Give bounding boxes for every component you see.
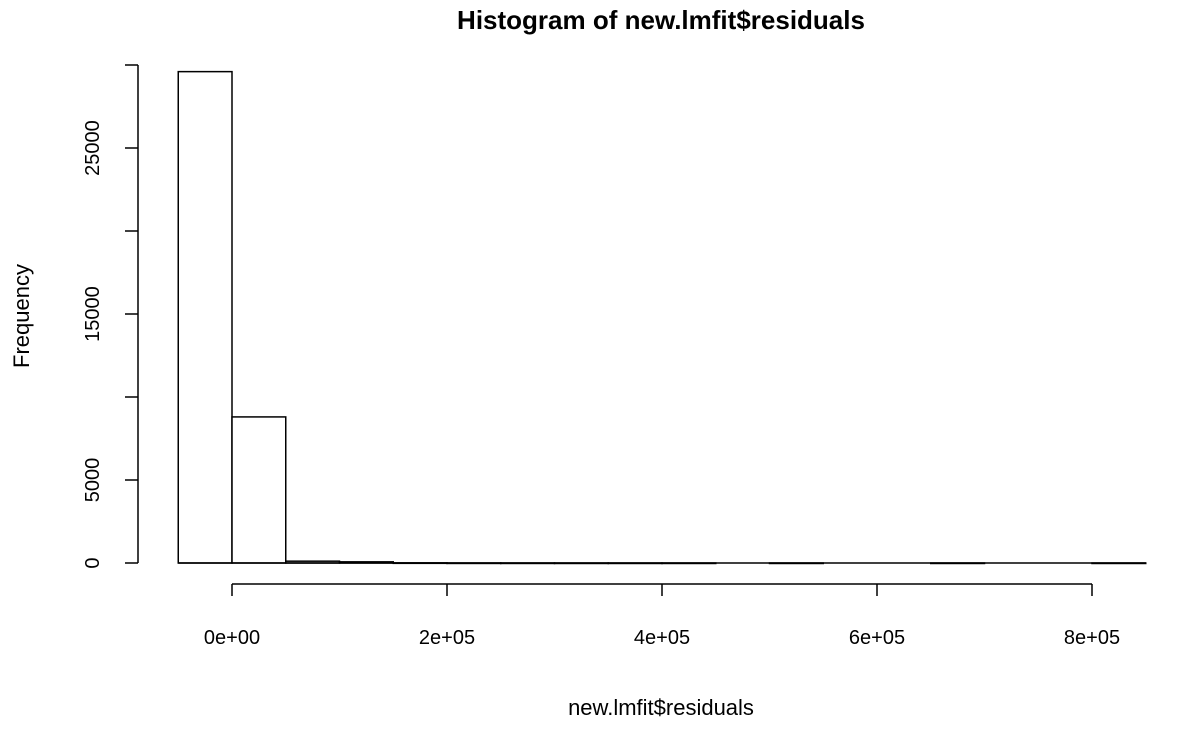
x-tick-label: 6e+05 (849, 627, 905, 649)
histogram-bars (177, 70, 1147, 565)
x-tick-label: 8e+05 (1064, 627, 1120, 649)
histogram-bar (177, 70, 233, 564)
x-tick-label: 2e+05 (419, 627, 475, 649)
y-tick-label: 5000 (82, 458, 104, 503)
y-tick-label: 25000 (82, 120, 104, 176)
y-axis-label: Frequency (9, 264, 34, 368)
x-tick-label: 0e+00 (204, 627, 260, 649)
x-axis-label: new.lmfit$residuals (568, 695, 754, 720)
y-tick-label: 15000 (82, 286, 104, 342)
histogram-bar (231, 416, 287, 564)
chart-title: Histogram of new.lmfit$residuals (457, 5, 865, 35)
x-axis: 0e+00 2e+05 4e+05 6e+05 8e+05 (204, 583, 1120, 649)
y-tick-label: 0 (82, 557, 104, 568)
y-axis: 0 5000 15000 25000 (82, 64, 139, 569)
x-tick-label: 4e+05 (634, 627, 690, 649)
